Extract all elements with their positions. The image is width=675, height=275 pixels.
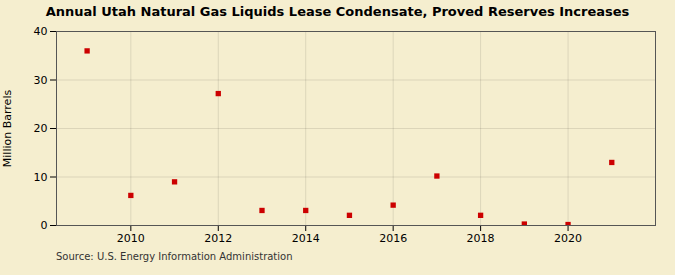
html-text:Annual Utah Natural Gas Liquid: Annual Utah Natural Gas Liquids Lease Co… — [45, 4, 630, 19]
svg-text:2020: 2020 — [554, 232, 582, 245]
svg-text:Million Barrels: Million Barrels — [1, 90, 14, 168]
svg-text:10: 10 — [34, 171, 48, 184]
svg-text:2018: 2018 — [467, 232, 495, 245]
svg-text:0: 0 — [41, 219, 48, 232]
svg-text:2016: 2016 — [379, 232, 407, 245]
svg-text:40: 40 — [34, 25, 48, 38]
svg-text:30: 30 — [34, 74, 48, 87]
svg-text:20: 20 — [34, 122, 48, 135]
html-text:Source: U.S. Energy Informatio: Source: U.S. Energy Information Administ… — [56, 251, 293, 262]
svg-text:2010: 2010 — [117, 232, 145, 245]
svg-text:2012: 2012 — [204, 232, 232, 245]
svg-text:2014: 2014 — [292, 232, 320, 245]
